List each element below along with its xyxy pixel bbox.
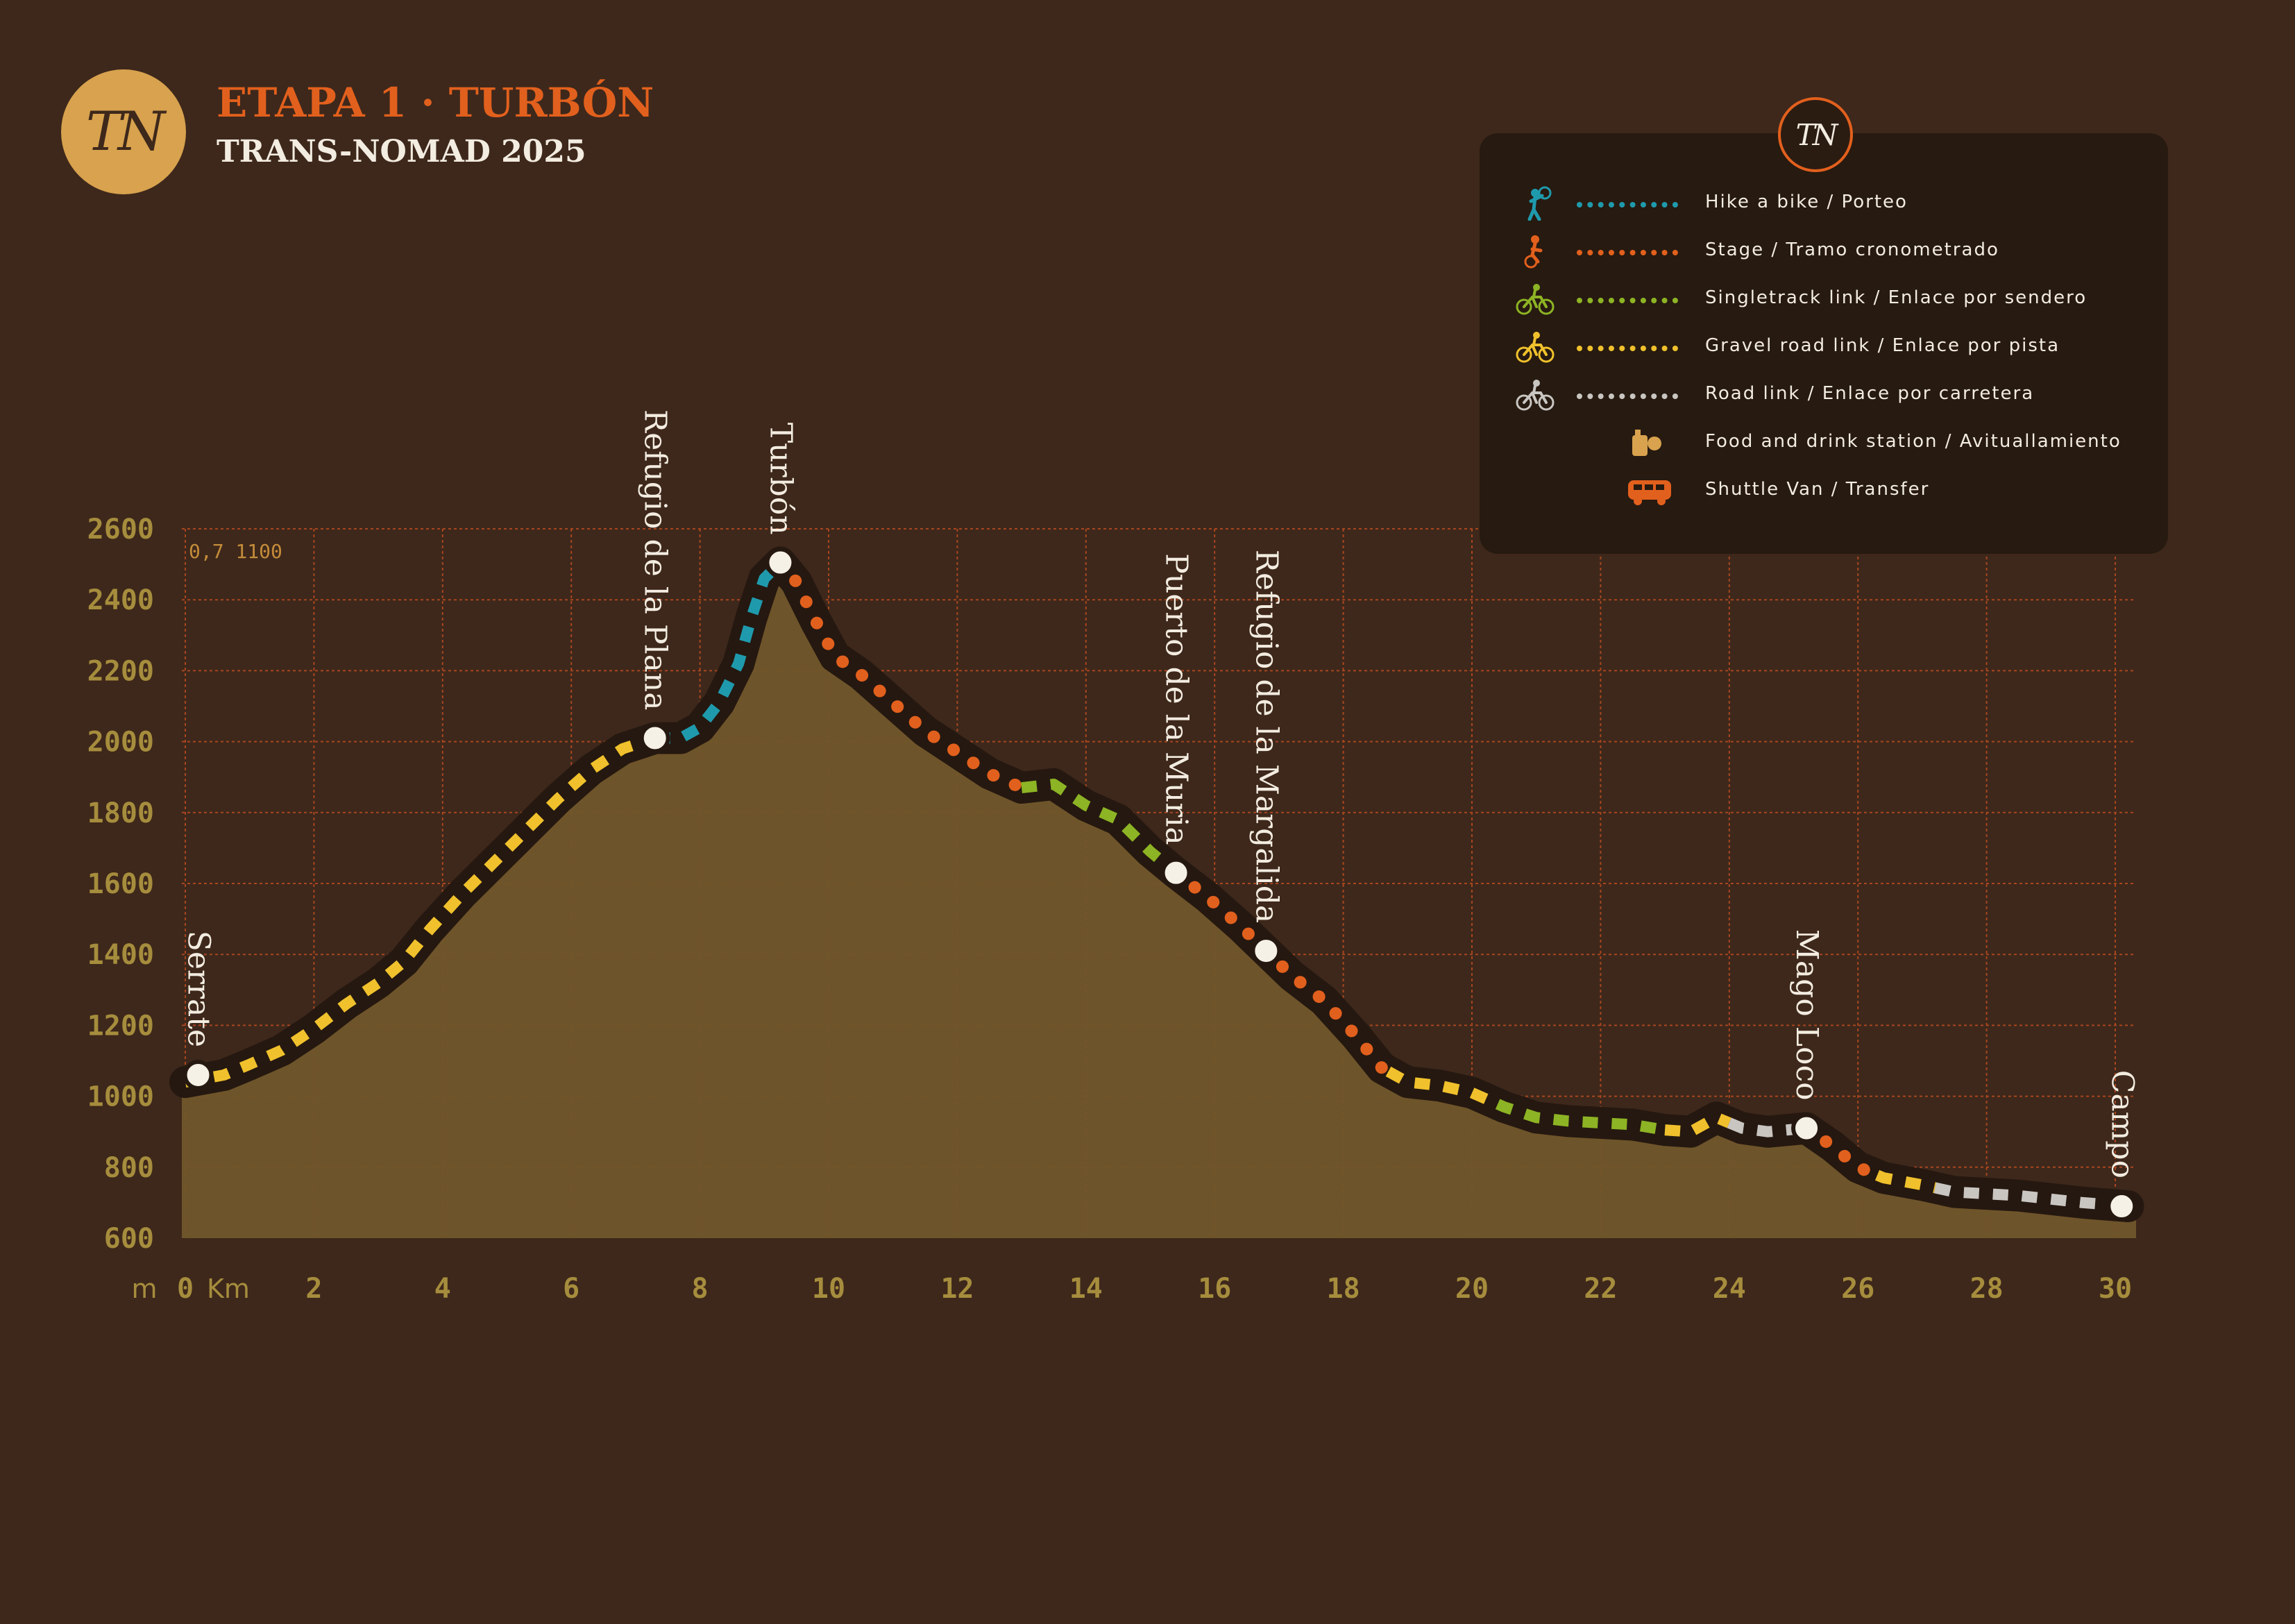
route-segment-stage — [1800, 1122, 1884, 1182]
road-cyclist-icon — [1514, 378, 1556, 412]
x-tick-label: 2 — [305, 1273, 322, 1305]
route-segment-gravel — [184, 732, 657, 1088]
legend-line-swatch — [1577, 202, 1678, 208]
x-tick-label: 16 — [1198, 1273, 1231, 1305]
trans-nomad-logo: TN — [61, 69, 186, 194]
route-segment-stage — [774, 556, 1028, 795]
route-segment-hike — [654, 558, 785, 744]
waypoint-marker — [1791, 1113, 1822, 1144]
y-tick-label: 2600 — [87, 514, 154, 545]
x-tick-label: 20 — [1455, 1273, 1489, 1305]
food-station-icon — [1625, 425, 1667, 460]
waypoint-marker — [183, 1059, 214, 1090]
waypoint-marker — [639, 722, 670, 754]
y-tick-label: 600 — [104, 1223, 154, 1255]
waypoint-marker — [1160, 857, 1192, 888]
downhill-rider-icon — [1514, 234, 1556, 269]
x-tick-label: 26 — [1841, 1273, 1874, 1305]
x-tick-label: 22 — [1584, 1273, 1617, 1305]
x-tick-label: 14 — [1069, 1273, 1103, 1305]
waypoint-marker — [765, 547, 796, 578]
waypoint-label: Refugio de la Plana — [638, 409, 673, 710]
y-tick-label: 1000 — [87, 1081, 154, 1113]
legend-line-swatch — [1577, 394, 1678, 399]
route-segment-singletrack — [1021, 778, 1180, 877]
y-tick-label: 1800 — [87, 797, 154, 829]
waypoint-label: Refugio de la Margalida — [1248, 550, 1284, 923]
x-tick-label: 6 — [563, 1273, 579, 1305]
legend-item: Road link / Enlace por carretera — [1480, 378, 2168, 412]
legend-item: Food and drink station / Avituallamiento — [1480, 425, 2168, 460]
singletrack-cyclist-icon — [1514, 282, 1556, 316]
legend-line-swatch — [1577, 346, 1678, 351]
elevation-area — [182, 562, 2136, 1238]
route-segment-road — [1933, 1182, 2129, 1212]
route-segment-road — [1727, 1117, 1807, 1137]
legend-label: Food and drink station / Avituallamiento — [1705, 431, 2122, 452]
x-tick-label: 8 — [692, 1273, 709, 1305]
waypoint-label: Puerto de la Muria — [1159, 553, 1194, 845]
y-unit-label: m — [131, 1274, 157, 1304]
x-tick-label: 0 — [177, 1273, 194, 1305]
x-tick-label: 30 — [2099, 1273, 2132, 1305]
gravel-cyclist-icon — [1514, 330, 1556, 364]
waypoint-marker — [1251, 936, 1282, 967]
legend-label: Shuttle Van / Transfer — [1705, 479, 1930, 500]
legend-item: Stage / Tramo cronometrado — [1480, 234, 2168, 269]
legend-label: Stage / Tramo cronometrado — [1705, 239, 1999, 260]
legend-label: Hike a bike / Porteo — [1705, 192, 1908, 212]
legend-item: Hike a bike / Porteo — [1480, 186, 2168, 221]
legend-logo-badge: TN — [1778, 97, 1853, 172]
x-tick-label: 4 — [434, 1273, 451, 1305]
hike-a-bike-icon — [1514, 186, 1556, 221]
y-tick-label: 2200 — [87, 655, 154, 687]
y-tick-label: 1600 — [87, 868, 154, 900]
shuttle-van-icon — [1625, 473, 1671, 508]
legend-line-swatch — [1577, 250, 1678, 255]
waypoint-label: Serrate — [181, 931, 217, 1047]
legend: Hike a bike / Porteo Stage / Tramo cronom… — [1480, 133, 2168, 554]
event-title: TRANS-NOMAD 2025 — [217, 134, 586, 169]
y-tick-label: 2000 — [87, 727, 154, 759]
logo-monogram: TN — [85, 101, 165, 163]
x-tick-label: 12 — [940, 1273, 974, 1305]
route-segment-gravel — [1874, 1169, 1937, 1194]
y-tick-label: 800 — [104, 1152, 154, 1184]
y-tick-label: 1400 — [87, 939, 154, 971]
legend-item: Singletrack link / Enlace por sendero — [1480, 282, 2168, 316]
y-tick-label: 2400 — [87, 584, 154, 616]
corner-annotation: 0,7 1100 — [189, 540, 282, 563]
waypoint-label: Turbón — [763, 423, 798, 535]
waypoint-label: Campo — [2104, 1070, 2140, 1178]
legend-badge-monogram: TN — [1795, 117, 1838, 152]
x-unit-label: Km — [207, 1274, 250, 1304]
x-tick-label: 18 — [1327, 1273, 1360, 1305]
legend-label: Road link / Enlace por carretera — [1705, 383, 2035, 404]
x-tick-label: 24 — [1713, 1273, 1746, 1305]
y-tick-label: 1200 — [87, 1010, 154, 1042]
legend-item: Gravel road link / Enlace por pista — [1480, 330, 2168, 364]
route-segment-gravel — [1385, 1066, 1500, 1110]
legend-label: Gravel road link / Enlace por pista — [1705, 335, 2060, 356]
x-tick-label: 10 — [812, 1273, 845, 1305]
x-tick-label: 28 — [1970, 1273, 2004, 1305]
legend-item: Shuttle Van / Transfer — [1480, 473, 2168, 508]
waypoint-marker — [2106, 1191, 2137, 1222]
waypoint-label: Mago Loco — [1789, 929, 1824, 1101]
stage-title: ETAPA 1 · TURBÓN — [217, 79, 654, 126]
legend-label: Singletrack link / Enlace por sendero — [1705, 287, 2087, 308]
route-segment-gravel — [1664, 1112, 1731, 1137]
legend-line-swatch — [1577, 298, 1678, 303]
title-block: ETAPA 1 · TURBÓN TRANS-NOMAD 2025 — [217, 75, 654, 174]
route-segment-singletrack — [1495, 1099, 1666, 1136]
